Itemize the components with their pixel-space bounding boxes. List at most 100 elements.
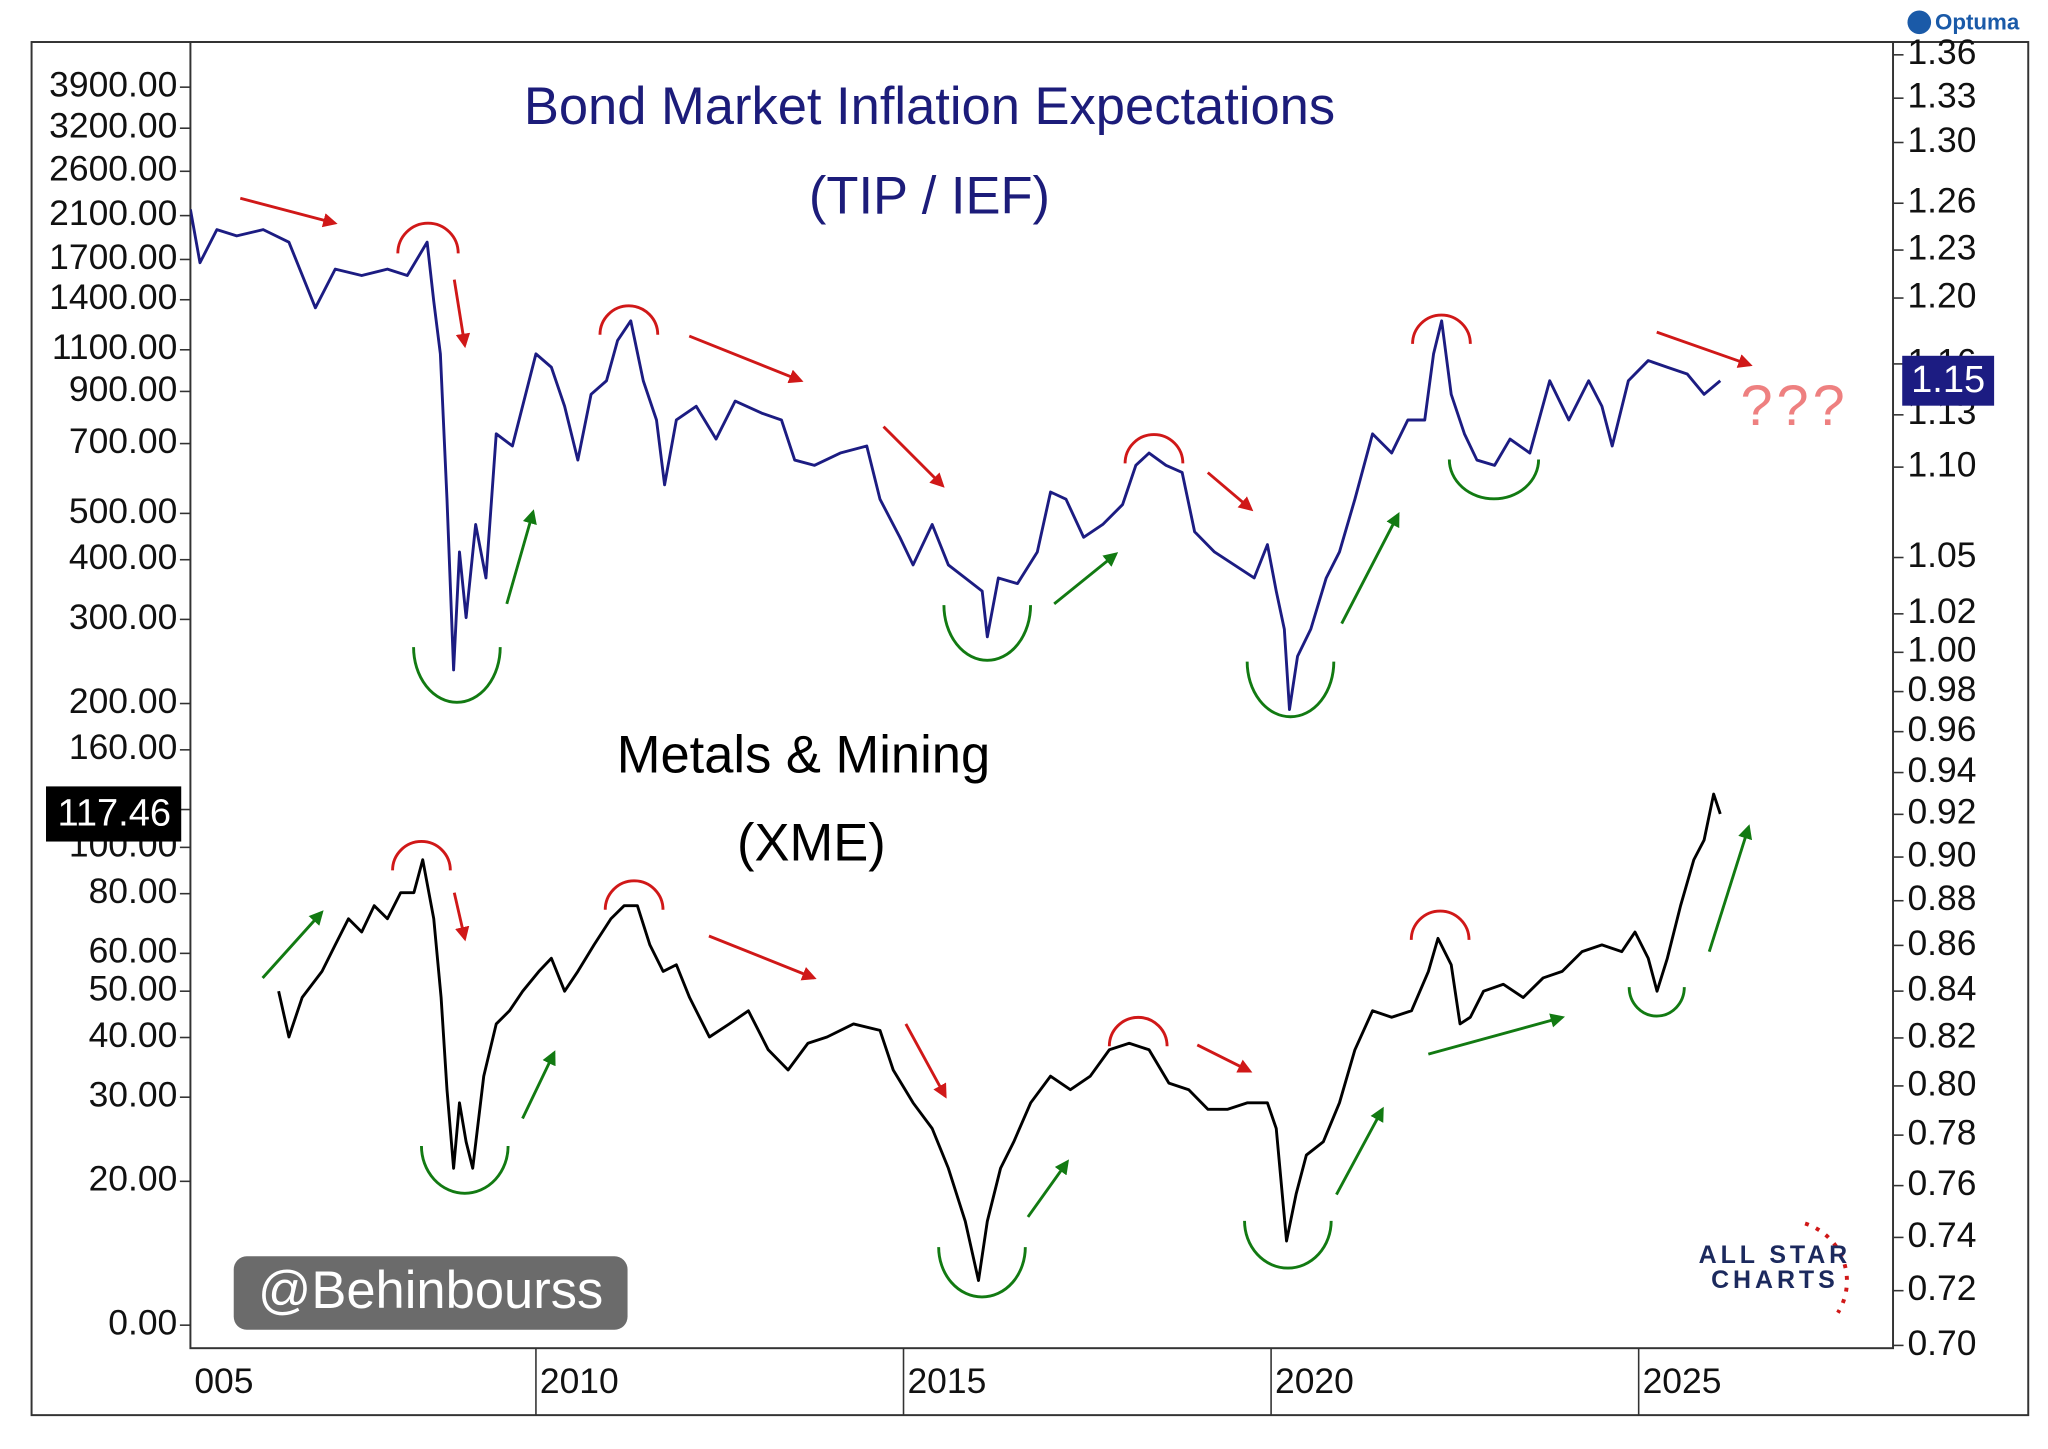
trough-arc: [942, 605, 1033, 662]
last-value-label: 117.46: [57, 792, 171, 834]
x-tick-label: 2015: [907, 1361, 986, 1401]
y2-tick-label: 1.30: [1907, 120, 1976, 160]
x-tick-label: 2020: [1275, 1361, 1354, 1401]
trough-arc: [420, 1146, 510, 1195]
trough-arc: [412, 647, 502, 704]
y2-tick-label: 0.80: [1907, 1063, 1976, 1103]
y2-tick-label: 1.05: [1907, 535, 1976, 575]
y-tick-label: 20.00: [89, 1159, 178, 1199]
y2-tick-label: 1.20: [1907, 275, 1976, 315]
peak-arc: [598, 304, 660, 335]
x-tick-label: 2025: [1643, 1361, 1722, 1401]
trend-arrow: [1196, 1043, 1253, 1073]
trend-arrow: [452, 279, 471, 349]
peak-arc: [603, 879, 665, 910]
trend-arrow: [882, 425, 945, 488]
logo-box: [1903, 6, 2025, 39]
trend-arrow: [708, 934, 817, 981]
x-tick-label: 005: [194, 1361, 253, 1401]
y2-tick-label: 1.10: [1907, 444, 1976, 484]
y2-tick-label: 0.82: [1907, 1015, 1976, 1055]
y2-tick-label: 1.23: [1907, 227, 1976, 267]
y2-tick-label: 0.70: [1907, 1323, 1976, 1363]
peak-arc: [396, 221, 460, 254]
logo-stars: [1804, 1221, 1849, 1314]
peak-arc: [1409, 909, 1471, 940]
trend-arrow: [452, 892, 470, 942]
trend-arrow: [1206, 471, 1254, 512]
y2-tick-label: 0.96: [1907, 709, 1976, 749]
last-value-box: [46, 786, 182, 842]
y2-tick-label: 1.02: [1907, 591, 1976, 631]
watermark-box: [233, 1256, 628, 1330]
logo-text: ALL STAR: [1699, 1241, 1852, 1269]
trend-arrow: [1026, 1159, 1069, 1218]
y2-tick-label: 0.94: [1907, 750, 1976, 790]
y-tick-label: 40.00: [89, 1015, 178, 1055]
y-tick-label: 900.00: [69, 369, 177, 409]
y-tick-label: 1100.00: [52, 327, 177, 367]
annotation: (XME): [737, 814, 886, 873]
y-tick-label: 50.00: [89, 969, 178, 1009]
chart-subtitle: (TIP / IEF): [809, 166, 1050, 225]
x-tick-label: 2010: [540, 1361, 619, 1401]
chart-title: Bond Market Inflation Expectations: [524, 77, 1335, 136]
trend-arrow: [688, 334, 804, 384]
y-tick-label: 2100.00: [49, 193, 177, 233]
trend-arrow: [1335, 1106, 1384, 1196]
outer-frame: [30, 41, 2030, 1417]
y2-tick-label: 0.92: [1907, 792, 1976, 832]
series-line: [190, 209, 1722, 711]
y2-tick-label: 0.86: [1907, 923, 1976, 963]
trend-arrow: [261, 910, 324, 979]
y2-tick-label: 1.36: [1907, 32, 1976, 72]
trend-arrow: [239, 196, 338, 228]
y-tick-label: 500.00: [69, 491, 177, 531]
y2-tick-label: 1.33: [1907, 76, 1976, 116]
trend-arrow: [904, 1023, 947, 1099]
watermark: @Behinbourss: [258, 1261, 603, 1320]
y-tick-label: 1400.00: [49, 277, 177, 317]
logo-text: CHARTS: [1711, 1266, 1839, 1294]
y-tick-label: 3200.00: [49, 106, 177, 146]
logo-icon: [1907, 10, 1932, 35]
trough-arc: [937, 1247, 1027, 1299]
y-tick-label: 200.00: [69, 681, 177, 721]
trough-arc: [1447, 459, 1541, 501]
annotation: ???: [1740, 374, 1848, 438]
y-tick-label: 30.00: [89, 1075, 178, 1115]
annotation: Metals & Mining: [617, 726, 990, 785]
trend-arrow: [1053, 552, 1119, 605]
y-tick-label: 3900.00: [49, 65, 177, 105]
y2-tick-label: 0.88: [1907, 878, 1976, 918]
peak-arc: [1123, 433, 1185, 464]
y-tick-label: 0.00: [108, 1303, 177, 1343]
peak-arc: [1107, 1016, 1169, 1047]
y-tick-label: 60.00: [89, 931, 178, 971]
series-layer: [190, 209, 1722, 1282]
y-tick-label: 2600.00: [49, 149, 177, 189]
last-value-label: 1.15: [1911, 359, 1985, 401]
logo-text: Optuma: [1935, 10, 2020, 35]
trend-arrow: [505, 509, 537, 605]
trend-arrow: [1707, 824, 1753, 953]
peak-arc: [1411, 313, 1472, 344]
y2-tick-label: 0.78: [1907, 1112, 1976, 1152]
trend-arrow: [1340, 512, 1400, 625]
trough-arc: [1245, 661, 1336, 719]
y-tick-label: 1700.00: [49, 237, 177, 277]
y2-tick-label: 1.00: [1907, 630, 1976, 670]
y2-tick-label: 0.84: [1907, 968, 1976, 1008]
peak-arc: [391, 840, 452, 871]
trough-arc: [1627, 987, 1686, 1018]
y-tick-label: 400.00: [69, 537, 177, 577]
y2-tick-label: 0.76: [1907, 1163, 1976, 1203]
y2-tick-label: 1.26: [1907, 181, 1976, 221]
series-line: [277, 792, 1722, 1282]
annotation-shapes: [239, 196, 1753, 1299]
trend-arrow: [521, 1050, 556, 1120]
y-tick-label: 700.00: [69, 421, 177, 461]
trough-arc: [1243, 1220, 1333, 1270]
